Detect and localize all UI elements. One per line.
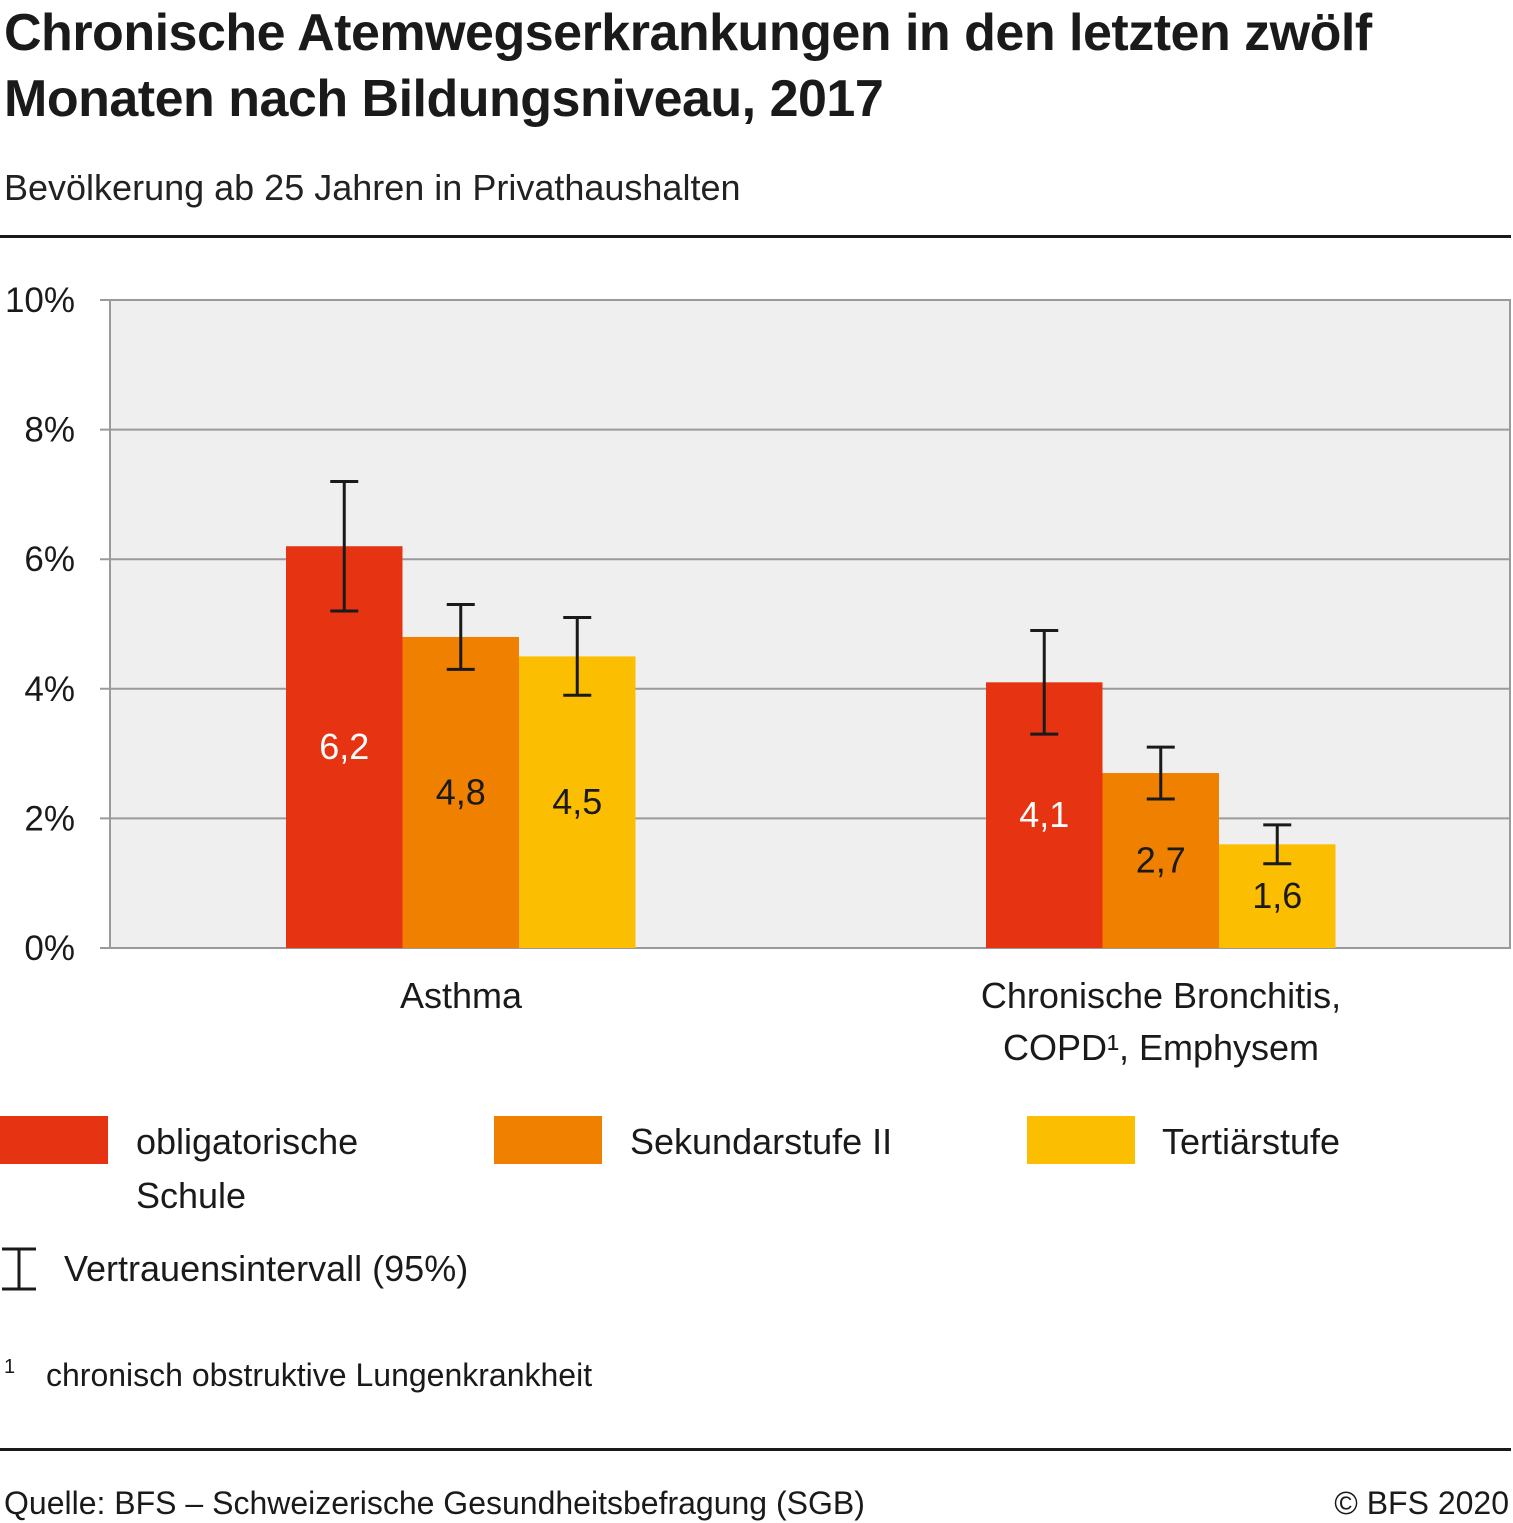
top-divider <box>0 235 1511 238</box>
chart-title: Chronische Atemwegserkrankungen in den l… <box>4 4 1372 128</box>
chart-subtitle: Bevölkerung ab 25 Jahren in Privathausha… <box>4 167 741 208</box>
legend-label-obligatorische-schule: obligatorische Schule <box>136 1115 358 1223</box>
legend-swatch-obligatorische-schule <box>0 1116 108 1164</box>
data-label: 1,6 <box>1252 875 1302 916</box>
y-tick-label: 4% <box>24 670 75 709</box>
confidence-interval-label: Vertrauensintervall (95%) <box>64 1248 469 1289</box>
bar <box>1102 773 1219 948</box>
data-label: 4,1 <box>1019 794 1069 835</box>
source-note: Quelle: BFS – Schweizerische Gesundheits… <box>4 1485 865 1521</box>
legend-label-line2: Schule <box>136 1175 247 1216</box>
data-label: 4,8 <box>436 771 486 812</box>
y-tick-label: 8% <box>24 411 75 450</box>
x-category-label: Chronische Bronchitis, COPD¹, Emphysem <box>981 975 1341 1068</box>
plot-frame <box>109 299 1511 949</box>
legend-swatch-tertiaerstufe <box>1027 1116 1135 1164</box>
legend-label-sekundarstufe: Sekundarstufe II <box>630 1121 893 1162</box>
copyright-note: © BFS 2020 <box>1334 1485 1509 1521</box>
bar-chart: 0% 2% 4% 6% 8% 10% 6,2 4,8 4,5 4,1 2,7 1,6 Asthma Chr… <box>5 281 1511 1068</box>
footnote-text: chronisch obstruktive Lungenkrankheit <box>46 1357 593 1393</box>
y-tick-label: 0% <box>24 929 75 968</box>
footnote-mark: 1 <box>4 1356 16 1378</box>
y-tick-label: 2% <box>24 799 75 838</box>
legend-label-line1: obligatorische <box>136 1121 359 1162</box>
data-label: 2,7 <box>1136 840 1186 881</box>
bar <box>519 656 636 948</box>
y-tick-label: 10% <box>5 281 75 320</box>
data-label: 4,5 <box>552 781 602 822</box>
y-tick-label: 6% <box>24 540 75 579</box>
confidence-interval-icon <box>2 1247 36 1291</box>
bar <box>286 546 403 948</box>
legend-label-tertiaerstufe: Tertiärstufe <box>1162 1121 1341 1162</box>
x-category-label: Asthma <box>400 975 523 1016</box>
data-label: 6,2 <box>319 726 369 767</box>
bottom-divider <box>0 1448 1511 1451</box>
legend-swatch-sekundarstufe <box>494 1116 602 1164</box>
bar <box>402 636 519 948</box>
